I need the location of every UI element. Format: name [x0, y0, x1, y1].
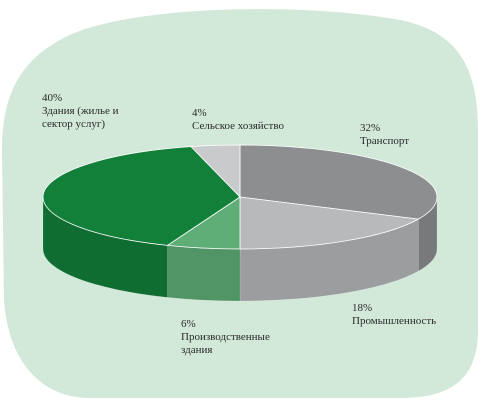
pie — [42, 144, 438, 302]
value-label: 4% — [192, 107, 207, 119]
pie-slice — [42, 146, 241, 246]
category-label: Транспорт — [360, 135, 410, 147]
category-label: Сельское хозяйство — [192, 120, 284, 132]
value-label: 18% — [352, 302, 373, 314]
slice-label: 32% Транспорт — [360, 122, 450, 148]
slice-label: 40% Здания (жилье и сектор услуг) — [42, 92, 122, 131]
category-label: Производственные здания — [181, 331, 270, 356]
pie-slice — [190, 144, 241, 198]
value-label: 40% — [42, 92, 63, 104]
pie-slice — [239, 144, 438, 220]
slice-label: 6% Производственные здания — [181, 318, 291, 357]
category-label: Промышленность — [352, 315, 437, 327]
value-label: 6% — [181, 318, 196, 330]
category-label: Здания (жилье и сектор услуг) — [42, 105, 119, 130]
pie-slice — [239, 196, 420, 250]
slice-label: 18% Промышленность — [352, 302, 462, 328]
value-label: 32% — [360, 122, 381, 134]
pie-side — [167, 245, 241, 302]
slice-label: 4% Сельское хозяйство — [192, 107, 322, 133]
